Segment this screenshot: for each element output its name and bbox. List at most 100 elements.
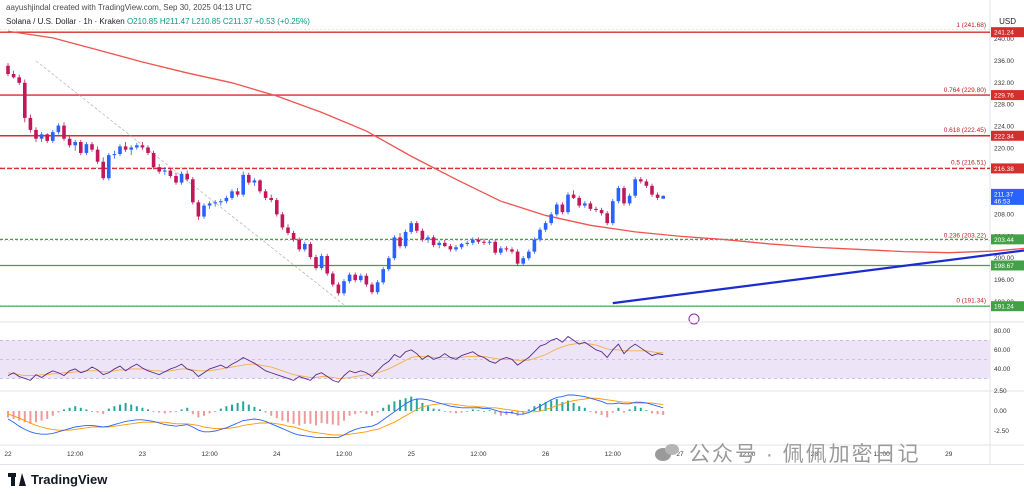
macd-histogram-bar [107,408,110,411]
tradingview-logo[interactable]: TradingView [8,472,107,487]
candle-body [403,231,408,247]
candle-body [325,256,329,274]
candle-body [639,179,643,182]
candle-body [375,282,380,293]
currency-label[interactable]: USD [999,17,1016,26]
macd-histogram-bar [645,410,648,411]
candle-body [174,175,178,183]
macd-histogram-bar [113,406,116,411]
macd-histogram-bar [589,411,592,412]
candle-body [566,194,570,213]
fib-level-label: 0.5 (216.51) [951,160,986,167]
candle-body [107,155,111,179]
candle-body [342,281,346,294]
candle-body [11,74,16,78]
current-price-label: 211.37 [994,191,1014,198]
macd-histogram-bar [393,401,396,411]
resistance-price-badge [991,90,1024,101]
resistance-price-label: 229.76 [994,93,1014,100]
time-tick-label: 24 [273,451,281,458]
candle-body [168,170,173,176]
candle-body [45,134,49,141]
candle-body [504,248,509,250]
candle-body [303,243,307,250]
candle-body [258,180,262,192]
macd-histogram-bar [595,411,597,414]
candle-body [101,161,105,179]
candle-body [90,144,94,150]
fib-level-label: 0 (191.34) [956,298,986,305]
macd-tick-label: 2.50 [994,388,1007,395]
macd-histogram-bar [158,411,161,413]
candle-body [39,134,44,139]
candle-body [454,247,458,250]
macd-histogram-bar [74,406,77,411]
candle-body [191,179,195,203]
time-tick-label: 12:00 [873,451,890,458]
moving-average-line [7,30,1024,254]
macd-histogram-bar [387,404,390,411]
candle-body [543,223,548,230]
time-tick-label: 12:00 [336,451,353,458]
macd-histogram-bar [91,411,93,412]
macd-histogram-bar [287,411,289,423]
macd-histogram-bar [578,406,581,411]
support-trendline [612,249,1024,305]
macd-histogram-bar [264,411,267,413]
candle-body [611,201,615,224]
macd-histogram-bar [315,411,317,426]
macd-histogram-bar [23,411,26,423]
price-tick-label: 236.00 [994,58,1014,65]
candle-body [499,248,503,253]
candle-body [196,202,201,217]
candle-body [471,239,475,243]
macd-histogram-bar [427,406,429,411]
resistance-price-badge [991,163,1024,174]
macd-histogram-bar [197,411,200,418]
candle-body [571,194,576,198]
price-tick-label: 232.00 [994,80,1014,87]
macd-histogram-bar [354,411,357,415]
macd-histogram-bar [29,411,32,424]
price-tick-label: 220.00 [994,146,1014,153]
macd-histogram-bar [326,411,329,424]
macd-signal-line [7,397,664,436]
candle-body [633,179,637,196]
symbol-name: Solana / U.S. Dollar · 1h · Kraken [6,17,125,26]
candle-body [123,146,128,150]
macd-histogram-bar [550,400,553,411]
candle-body [34,129,38,139]
time-tick-label: 12:00 [67,451,84,458]
time-tick-label: 29 [945,451,953,458]
macd-histogram-bar [415,399,418,411]
time-tick-label: 23 [139,451,147,458]
candle-body [599,209,604,214]
candle-body [263,191,268,198]
candle-body [381,269,385,283]
candle-body [319,256,324,269]
macd-histogram-bar [639,407,642,411]
price-chart[interactable]: 240.00236.00232.00228.00224.00220.00216.… [0,0,1024,464]
candle-body [510,249,514,252]
macd-histogram-bar [119,404,121,411]
macd-histogram-bar [253,407,256,411]
macd-histogram-bar [35,411,37,423]
candle-body [443,242,447,247]
macd-histogram-bar [96,411,99,413]
macd-histogram-bar [186,407,189,411]
symbol-legend[interactable]: Solana / U.S. Dollar · 1h · Kraken O210.… [6,17,310,26]
macd-histogram-bar [270,411,273,416]
candle-body [650,185,654,195]
candle-body [655,194,660,198]
candle-body [280,214,285,228]
candle-body [532,239,537,252]
candle-body [605,213,609,224]
candle-body [549,214,553,224]
candle-body [392,237,397,259]
candle-body [527,251,531,259]
macd-histogram-bar [583,407,586,411]
logo-text: TradingView [31,472,108,487]
candle-body [84,144,89,153]
price-tick-label: 240.00 [994,36,1014,43]
candle-body [476,239,481,242]
